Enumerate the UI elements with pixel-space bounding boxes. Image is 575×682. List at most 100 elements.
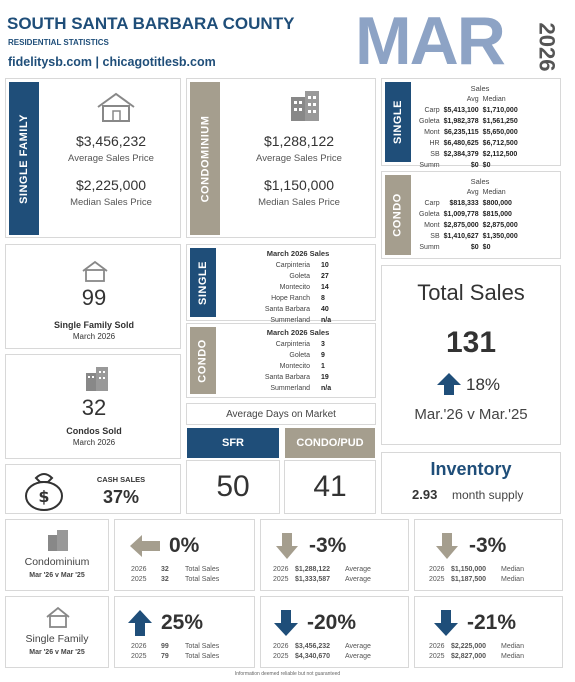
year-2026: 2026 [429,643,445,650]
value-label: Total Sales [185,576,220,583]
value-2025: $2,827,000 [451,653,487,660]
condo-sales-area-card: CONDO March 2026 Sales Carpinteria 3 Gole… [186,323,376,398]
table-row: SB $2,384,379 $2,112,500 [430,151,518,158]
condo-area-table-card: CONDO Sales Avg Median Carp $818,333 $800,0… [381,171,561,259]
money-bag-icon: $ [25,473,63,511]
table-row: Summerland n/a [270,317,332,324]
total-sales-compare: Mar.'26 v Mar.'25 [414,406,528,423]
value-label: Average [345,566,371,573]
condo-median-pct: -3% [469,534,507,557]
value-label: Median [501,576,524,583]
total-sales-title: Total Sales [417,280,525,305]
sf-median-pct: -21% [467,611,517,634]
cash-sales-card: $ CASH SALES 37% [5,464,181,514]
table-row: Carp $818,333 $800,000 [424,200,512,207]
arrow-down-icon [434,610,458,636]
year-2026: 2026 [131,566,147,573]
year-2025: 2025 [429,576,445,583]
value-2025: 79 [161,653,169,660]
sf-sold-count: 99 [81,285,107,310]
inventory-card: Inventory 2.93 month supply [381,452,561,514]
inventory-title: Inventory [430,459,512,479]
sfr-dom-value: 50 [186,460,280,514]
table-row: HR $6,480,625 $6,712,500 [429,140,518,147]
single-area-table: Sales Avg Median Carp $5,413,100 $1,710,000… [416,82,521,172]
sf-compare-period: Mar '26 v Mar '25 [29,649,85,656]
year-2026: 2026 [131,643,147,650]
sf-sold-label: Single Family Sold [53,320,134,330]
table-row: Mont $6,235,115 $5,650,000 [424,129,518,136]
report-subtitle: RESIDENTIAL STATISTICS [8,38,109,47]
house-icon [46,606,70,628]
year-2025: 2025 [429,653,445,660]
condo-avg-compare-card: -3% 2026 $1,288,122 Average 2025 $1,333,… [260,519,409,591]
single-family-bar: SINGLE FAMILY [9,82,39,235]
building-icon [291,91,319,121]
condominium-bar: CONDOMINIUM [190,82,220,235]
building-icon [86,367,108,391]
table-row: Mont $2,875,000 $2,875,000 [424,222,518,229]
condo-sales-bar: CONDO [190,327,216,394]
year-label: 2026 [534,22,560,72]
sfr-header: SFR [187,428,279,458]
value-label: Median [501,653,524,660]
cash-sales-value: 37% [102,487,140,507]
table-row: Goleta 27 [289,273,329,280]
table-row: Goleta 9 [289,352,325,359]
condo-avg-price: $1,288,122 [263,133,335,149]
sf-total-pct: 25% [161,611,204,634]
value-label: Average [345,643,371,650]
value-label: Average [345,653,371,660]
value-label: Average [345,576,371,583]
building-icon [48,530,68,551]
condo-compare-label-card: Condominium Mar '26 v Mar '25 [5,519,109,591]
website-links[interactable]: fidelitysb.com | chicagotitlesb.com [8,55,216,69]
col-avg: Avg [466,96,479,103]
condo-compare-period: Mar '26 v Mar '25 [29,572,85,579]
cash-sales-label: CASH SALES [96,475,146,484]
table-row: Carpinteria 10 [275,262,329,269]
inventory-value: 2.93 [412,487,438,502]
sf-median-price: $2,225,000 [75,177,147,193]
svg-text:$: $ [38,487,49,506]
value-2026: $2,225,000 [451,643,487,650]
sf-total-compare-card: 25% 2026 99 Total Sales 2025 79 Total Sa… [114,596,255,668]
value-2026: $1,288,122 [295,566,331,573]
arrow-up-icon [128,610,152,636]
sf-median-label: Median Sales Price [70,197,152,208]
table-row: Carp $5,413,100 $1,710,000 [424,107,518,114]
condo-price-card: CONDOMINIUM $1,288,122 Average Sales Pri… [186,78,376,238]
value-2026: 32 [161,566,169,573]
table-row: Montecito 14 [279,284,329,291]
table-row: Hope Ranch 8 [271,295,325,302]
value-2025: $1,187,500 [451,576,487,583]
condos-sold-card: 32 Condos Sold March 2026 [5,354,181,459]
value-label: Median [501,566,524,573]
value-2026: $3,456,232 [295,643,331,650]
condo-area-table: Sales Avg Median Carp $818,333 $800,000 Gol… [416,175,521,254]
arrow-down-icon [276,533,298,559]
inventory-suffix: month supply [452,488,524,502]
sf-avg-pct: -20% [307,611,357,634]
value-label: Total Sales [185,566,220,573]
condo-pud-header: CONDO/PUD [285,428,375,458]
table-row: Santa Barbara 40 [264,306,329,313]
table-row: Carpinteria 3 [275,341,325,348]
table-row: Montecito 1 [279,363,325,370]
table-row: SB $1,410,627 $1,350,000 [430,233,518,240]
single-table-bar: SINGLE [385,82,411,162]
single-sales-bar: SINGLE [190,248,216,317]
sf-avg-label: Average Sales Price [68,153,154,164]
condo-sales-table: Carpinteria 3 Goleta 9 Montecito 1 Santa Ba… [239,338,334,395]
condo-compare-name: Condominium [24,556,90,568]
county-title: SOUTH SANTA BARBARA COUNTY [7,14,295,33]
col-avg: Avg [466,189,479,196]
condo-sales-title: March 2026 Sales [266,328,330,337]
sf-median-compare-card: -21% 2026 $2,225,000 Median 2025 $2,827,… [414,596,563,668]
single-sales-title: March 2026 Sales [266,249,330,258]
year-2025: 2025 [273,653,289,660]
condo-avg-label: Average Sales Price [256,153,342,164]
single-sales-area-card: SINGLE March 2026 Sales Carpinteria 10 Go… [186,244,376,324]
value-label: Median [501,643,524,650]
arrow-left-icon [130,535,160,557]
